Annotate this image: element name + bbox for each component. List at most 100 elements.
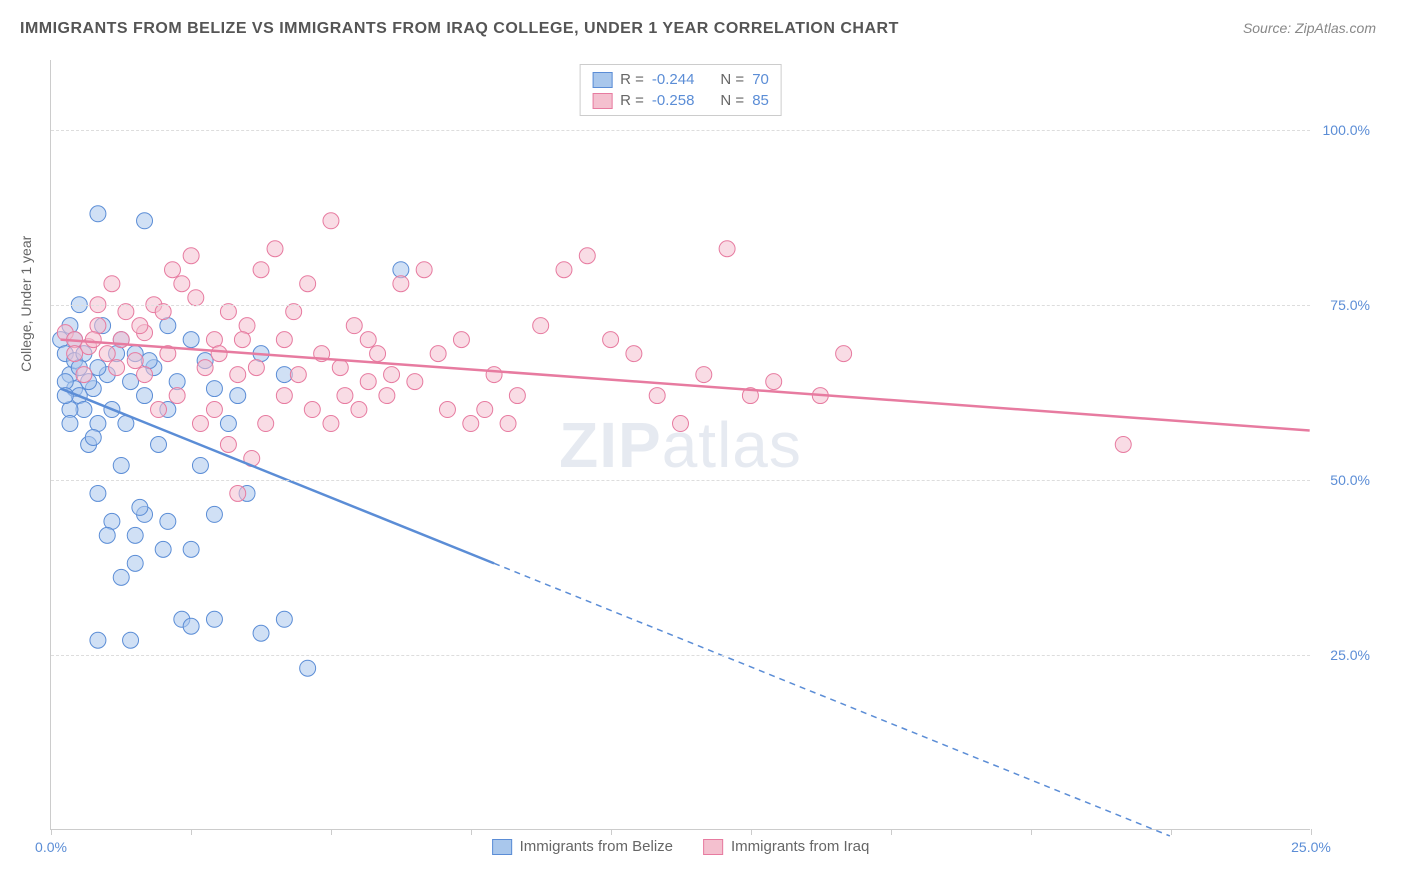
data-point bbox=[62, 416, 78, 432]
chart-title: IMMIGRANTS FROM BELIZE VS IMMIGRANTS FRO… bbox=[20, 20, 899, 38]
gridline bbox=[51, 655, 1310, 656]
ytick-label: 50.0% bbox=[1330, 472, 1370, 488]
data-point bbox=[486, 367, 502, 383]
correlation-legend: R = -0.244 N = 70 R = -0.258 N = 85 bbox=[579, 64, 782, 116]
data-point bbox=[188, 290, 204, 306]
data-point bbox=[649, 388, 665, 404]
data-point bbox=[323, 416, 339, 432]
data-point bbox=[360, 374, 376, 390]
data-point bbox=[127, 555, 143, 571]
data-point bbox=[211, 346, 227, 362]
data-point bbox=[127, 527, 143, 543]
data-point bbox=[719, 241, 735, 257]
xtick-label: 0.0% bbox=[35, 839, 67, 855]
xtick-mark bbox=[751, 829, 752, 835]
data-point bbox=[253, 625, 269, 641]
data-point bbox=[85, 332, 101, 348]
data-point bbox=[836, 346, 852, 362]
data-point bbox=[300, 660, 316, 676]
data-point bbox=[169, 388, 185, 404]
data-point bbox=[603, 332, 619, 348]
scatter-svg bbox=[51, 60, 1310, 829]
data-point bbox=[192, 416, 208, 432]
data-point bbox=[579, 248, 595, 264]
data-point bbox=[90, 360, 106, 376]
data-point bbox=[206, 611, 222, 627]
data-point bbox=[234, 332, 250, 348]
data-point bbox=[174, 276, 190, 292]
data-point bbox=[109, 360, 125, 376]
data-point bbox=[1115, 437, 1131, 453]
data-point bbox=[258, 416, 274, 432]
data-point bbox=[304, 402, 320, 418]
data-point bbox=[132, 499, 148, 515]
data-point bbox=[85, 430, 101, 446]
data-point bbox=[248, 360, 264, 376]
data-point bbox=[132, 318, 148, 334]
xtick-mark bbox=[51, 829, 52, 835]
data-point bbox=[360, 332, 376, 348]
data-point bbox=[276, 332, 292, 348]
data-point bbox=[267, 241, 283, 257]
data-point bbox=[104, 276, 120, 292]
data-point bbox=[220, 416, 236, 432]
data-point bbox=[509, 388, 525, 404]
xtick-label: 25.0% bbox=[1291, 839, 1331, 855]
data-point bbox=[230, 485, 246, 501]
data-point bbox=[183, 248, 199, 264]
data-point bbox=[76, 367, 92, 383]
legend-label-iraq: Immigrants from Iraq bbox=[731, 838, 869, 855]
data-point bbox=[183, 618, 199, 634]
data-point bbox=[286, 304, 302, 320]
legend-row-iraq: R = -0.258 N = 85 bbox=[592, 90, 769, 111]
xtick-mark bbox=[891, 829, 892, 835]
legend-item-iraq: Immigrants from Iraq bbox=[703, 838, 869, 855]
data-point bbox=[407, 374, 423, 390]
gridline bbox=[51, 130, 1310, 131]
data-point bbox=[165, 262, 181, 278]
data-point bbox=[99, 527, 115, 543]
data-point bbox=[160, 513, 176, 529]
data-point bbox=[206, 402, 222, 418]
data-point bbox=[384, 367, 400, 383]
xtick-mark bbox=[331, 829, 332, 835]
r-label: R = bbox=[620, 71, 644, 88]
swatch-iraq-icon bbox=[703, 839, 723, 855]
data-point bbox=[477, 402, 493, 418]
data-point bbox=[118, 304, 134, 320]
data-point bbox=[206, 381, 222, 397]
data-point bbox=[123, 632, 139, 648]
y-axis-label: College, Under 1 year bbox=[18, 236, 34, 372]
data-point bbox=[220, 304, 236, 320]
data-point bbox=[90, 485, 106, 501]
data-point bbox=[337, 388, 353, 404]
data-point bbox=[220, 437, 236, 453]
legend-item-belize: Immigrants from Belize bbox=[492, 838, 673, 855]
data-point bbox=[430, 346, 446, 362]
xtick-mark bbox=[1311, 829, 1312, 835]
legend-row-belize: R = -0.244 N = 70 bbox=[592, 69, 769, 90]
source-attribution: Source: ZipAtlas.com bbox=[1243, 20, 1376, 36]
data-point bbox=[137, 213, 153, 229]
data-point bbox=[155, 541, 171, 557]
data-point bbox=[113, 457, 129, 473]
data-point bbox=[155, 304, 171, 320]
data-point bbox=[137, 367, 153, 383]
series-legend: Immigrants from Belize Immigrants from I… bbox=[492, 838, 870, 855]
data-point bbox=[67, 346, 83, 362]
data-point bbox=[99, 346, 115, 362]
data-point bbox=[351, 402, 367, 418]
data-point bbox=[230, 388, 246, 404]
ytick-label: 25.0% bbox=[1330, 647, 1370, 663]
data-point bbox=[253, 262, 269, 278]
data-point bbox=[113, 569, 129, 585]
legend-label-belize: Immigrants from Belize bbox=[520, 838, 673, 855]
data-point bbox=[673, 416, 689, 432]
data-point bbox=[379, 388, 395, 404]
data-point bbox=[151, 402, 167, 418]
regression-line bbox=[61, 389, 494, 564]
data-point bbox=[453, 332, 469, 348]
data-point bbox=[137, 388, 153, 404]
n-label: N = bbox=[720, 71, 744, 88]
data-point bbox=[123, 374, 139, 390]
